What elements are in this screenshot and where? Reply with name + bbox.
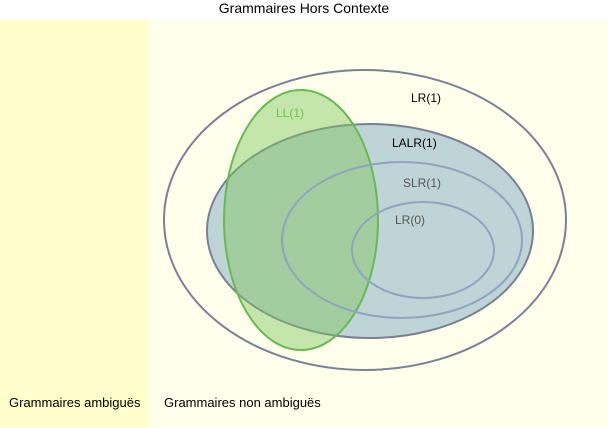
diagram-title: Grammaires Hors Contexte [218,0,390,16]
lr1-ellipse [163,69,567,371]
slr1-ellipse [281,161,523,319]
ambiguous-grammars-region [0,20,149,428]
lr0-label: LR(0) [395,213,425,227]
ll1-label: LL(1) [276,106,304,120]
ll1-ellipse [223,89,379,351]
lr1-label: LR(1) [411,91,441,105]
lalr1-label: LALR(1) [392,136,437,150]
non-ambiguous-grammars-label: Grammaires non ambiguës [164,395,321,410]
lalr1-ellipse [206,123,534,339]
lr0-ellipse [351,201,495,299]
ambiguous-grammars-label: Grammaires ambiguës [9,395,141,410]
slr1-label: SLR(1) [403,176,441,190]
